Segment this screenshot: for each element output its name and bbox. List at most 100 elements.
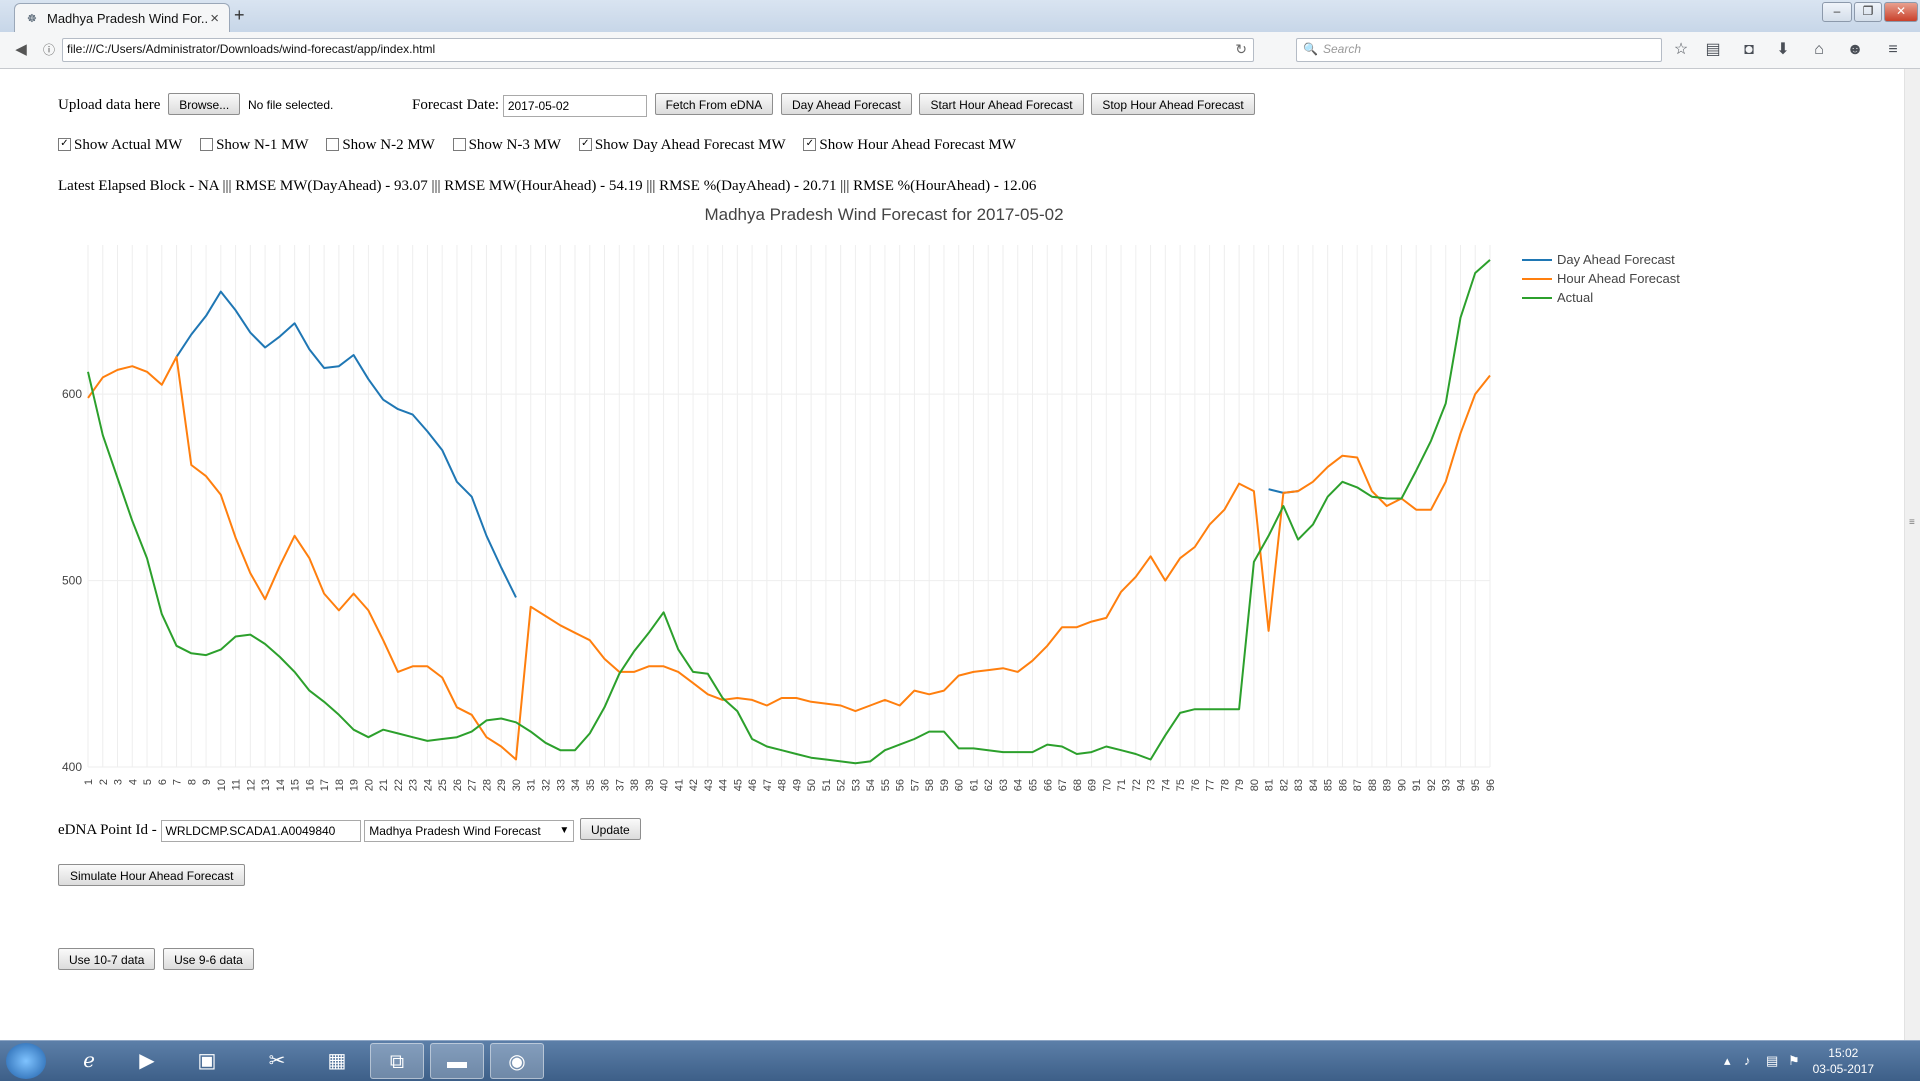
edna-point-input[interactable]: WRLDCMP.SCADA1.A0049840	[160, 819, 361, 842]
media-player-icon[interactable]: ▶	[139, 1050, 155, 1072]
x-tick-label: 23	[408, 779, 420, 791]
x-tick-label: 52	[836, 779, 848, 791]
x-tick-label: 63	[998, 779, 1010, 791]
x-tick-label: 74	[1160, 779, 1172, 791]
network-app-icon[interactable]: ▦	[327, 1050, 347, 1072]
x-tick-label: 22	[393, 779, 405, 791]
internet-explorer-icon[interactable]: ℯ	[83, 1050, 95, 1072]
checkbox-box[interactable]	[326, 138, 340, 152]
checkbox-box[interactable]	[200, 138, 214, 152]
bookmark-star-icon[interactable]: ☆	[1673, 41, 1689, 58]
day-ahead-forecast-button[interactable]: Day Ahead Forecast	[781, 93, 912, 115]
x-tick-label: 45	[732, 779, 744, 791]
fetch-from-edna-button[interactable]: Fetch From eDNA	[654, 93, 774, 115]
x-tick-label: 43	[703, 779, 715, 791]
legend-label: Actual	[1557, 290, 1593, 305]
action-center-icon[interactable]: ⚑	[1788, 1053, 1800, 1068]
scrollbar-grip-icon[interactable]: ≡	[1909, 517, 1915, 528]
checkbox-day-ahead[interactable]: ✓ Show Day Ahead Forecast MW	[578, 137, 786, 153]
remote-desktop-icon[interactable]: ⧉	[370, 1043, 424, 1079]
x-tick-label: 6	[157, 779, 169, 785]
checkbox-box[interactable]: ✓	[578, 138, 592, 152]
x-tick-label: 48	[777, 779, 789, 791]
checkbox-label: Show Hour Ahead Forecast MW	[819, 137, 1017, 153]
use-10-7-data-button[interactable]: Use 10-7 data	[58, 948, 156, 970]
pdf-app-icon[interactable]: ▣	[197, 1050, 217, 1072]
navigation-toolbar: ◀ ⓘ file:///C:/Users/Administrator/Downl…	[0, 32, 1920, 69]
x-tick-label: 47	[762, 779, 774, 791]
pocket-icon[interactable]: ◘	[1744, 41, 1754, 58]
back-icon[interactable]: ◀	[15, 41, 27, 58]
x-tick-label: 68	[1072, 779, 1084, 791]
x-tick-label: 40	[659, 779, 671, 791]
info-icon[interactable]: ⓘ	[42, 43, 55, 57]
checkbox-box[interactable]: ✓	[58, 138, 71, 152]
stop-hour-ahead-button[interactable]: Stop Hour Ahead Forecast	[1091, 93, 1255, 115]
x-tick-label: 65	[1028, 779, 1040, 791]
menu-icon[interactable]: ≡	[1888, 41, 1898, 58]
system-clock[interactable]: 15:02 03-05-2017	[1813, 1045, 1874, 1077]
firefox-icon[interactable]: ◉	[490, 1043, 544, 1079]
new-tab-icon[interactable]: +	[234, 5, 245, 25]
restore-button[interactable]: ❐	[1854, 2, 1882, 22]
x-tick-label: 37	[614, 779, 626, 791]
checkbox-n3[interactable]: Show N-3 MW	[452, 137, 562, 153]
x-tick-label: 34	[570, 779, 582, 791]
checkbox-n1[interactable]: Show N-1 MW	[200, 137, 309, 153]
browser-tab[interactable]: ☸ Madhya Pradesh Wind For... ×	[14, 3, 230, 33]
x-tick-label: 87	[1352, 779, 1364, 791]
x-tick-label: 62	[983, 779, 995, 791]
update-button[interactable]: Update	[580, 818, 641, 840]
tab-close-icon[interactable]: ×	[210, 10, 219, 27]
home-icon[interactable]: ⌂	[1814, 41, 1824, 58]
checkbox-actual[interactable]: ✓ Show Actual MW	[58, 137, 182, 153]
x-tick-label: 31	[526, 779, 538, 791]
x-tick-label: 2	[98, 779, 110, 785]
page-scrollbar[interactable]: ≡	[1904, 69, 1920, 1040]
browse-button[interactable]: Browse...	[168, 93, 241, 115]
minimize-button[interactable]: –	[1822, 2, 1852, 22]
checkbox-n2[interactable]: Show N-2 MW	[326, 137, 435, 153]
search-bar[interactable]: 🔍 Search	[1296, 38, 1662, 62]
x-tick-label: 12	[245, 779, 257, 791]
reload-icon[interactable]: ↻	[1235, 41, 1247, 57]
simulate-hour-ahead-button[interactable]: Simulate Hour Ahead Forecast	[58, 864, 246, 886]
page-favicon-icon: ☸	[27, 13, 37, 25]
command-prompt-icon[interactable]: ▬	[430, 1043, 484, 1079]
download-icon[interactable]: ⬇	[1776, 41, 1790, 58]
checkbox-hour-ahead[interactable]: ✓ Show Hour Ahead Forecast MW	[803, 137, 1016, 153]
start-button[interactable]	[6, 1043, 46, 1079]
checkbox-label: Show N-1 MW	[216, 137, 309, 153]
x-tick-label: 61	[968, 779, 980, 791]
x-tick-label: 96	[1485, 779, 1497, 791]
checkbox-box[interactable]: ✓	[803, 138, 817, 152]
x-tick-label: 94	[1455, 779, 1467, 791]
reading-list-icon[interactable]: ▤	[1705, 41, 1721, 58]
start-hour-ahead-button[interactable]: Start Hour Ahead Forecast	[919, 93, 1084, 115]
forecast-select[interactable]: Madhya Pradesh Wind Forecast ▼	[364, 819, 575, 842]
simulate-row: Simulate Hour Ahead Forecast	[58, 864, 246, 886]
volume-icon[interactable]: ♪	[1744, 1053, 1751, 1068]
chat-icon[interactable]: ☻	[1846, 41, 1864, 58]
series-line	[87, 259, 1491, 765]
network-icon[interactable]: ▤	[1766, 1053, 1779, 1068]
x-tick-label: 38	[629, 779, 641, 791]
checkbox-label: Show N-3 MW	[468, 137, 562, 153]
url-bar[interactable]: file:///C:/Users/Administrator/Downloads…	[62, 38, 1254, 62]
checkbox-box[interactable]	[452, 138, 466, 152]
forecast-select-value: Madhya Pradesh Wind Forecast	[369, 823, 541, 838]
url-text: file:///C:/Users/Administrator/Downloads…	[67, 42, 436, 56]
snipping-tool-icon[interactable]: ✂	[268, 1050, 286, 1072]
close-window-button[interactable]: ✕	[1884, 2, 1918, 22]
forecast-date-input[interactable]: 2017-05-02	[502, 94, 647, 117]
y-tick-label: 600	[62, 387, 82, 401]
tray-expand-icon[interactable]: ▴	[1724, 1053, 1731, 1068]
x-tick-label: 44	[718, 779, 730, 791]
x-tick-label: 95	[1470, 779, 1482, 791]
x-tick-label: 54	[865, 779, 877, 791]
x-tick-label: 83	[1293, 779, 1305, 791]
use-9-6-data-button[interactable]: Use 9-6 data	[163, 948, 254, 970]
forecast-date-label: Forecast Date:	[412, 97, 500, 113]
x-tick-label: 55	[880, 779, 892, 791]
chart-title: Madhya Pradesh Wind Forecast for 2017-05…	[704, 205, 1063, 224]
